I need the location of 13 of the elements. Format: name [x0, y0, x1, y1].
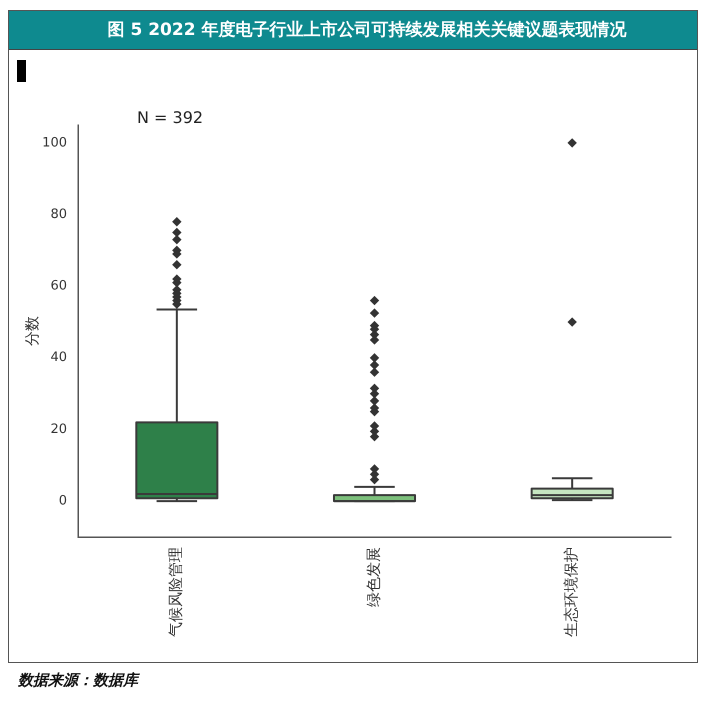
y-tick-label: 0 — [58, 494, 67, 509]
y-axis-title: 分数 — [22, 316, 41, 346]
source-note: 数据来源：数据库 — [18, 671, 138, 690]
y-tick-label: 40 — [50, 350, 67, 366]
annotation: N = 392 — [137, 108, 204, 127]
x-tick-label: 绿色发展 — [364, 547, 382, 607]
y-tick-label: 80 — [50, 206, 67, 222]
y-tick-label: 60 — [50, 278, 67, 294]
chart-title: 图 5 2022 年度电子行业上市公司可持续发展相关关键议题表现情况 — [9, 11, 697, 50]
y-tick-label: 20 — [50, 422, 67, 437]
y-tick-label: 100 — [42, 135, 67, 150]
x-tick-label: 气候风险管理 — [166, 547, 185, 637]
x-tick-label: 生态环境保护 — [562, 547, 580, 637]
